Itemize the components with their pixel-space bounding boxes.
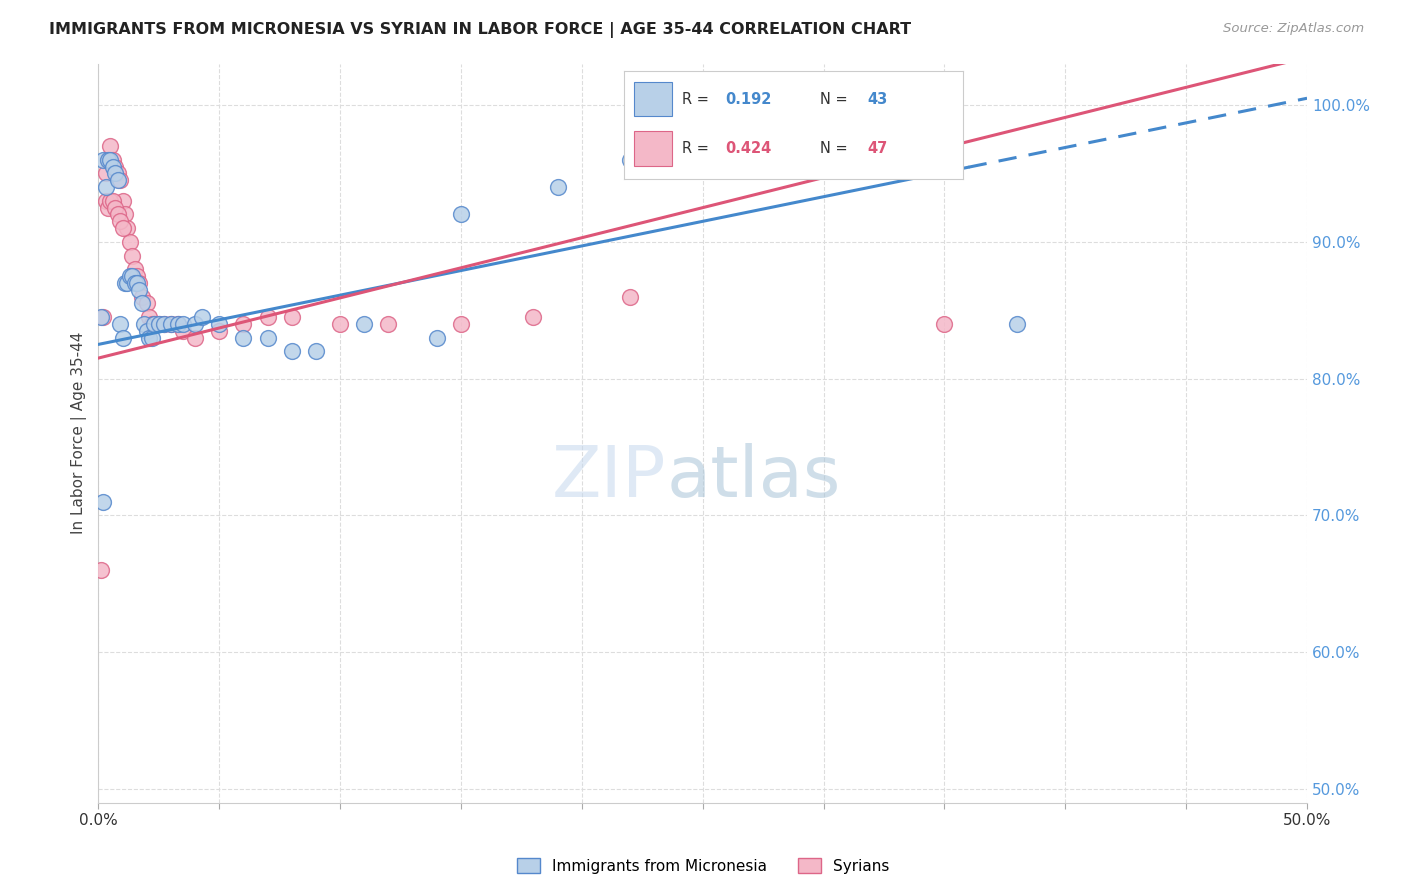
- Point: [117, 221, 139, 235]
- Point: [107, 166, 129, 180]
- Point: [232, 330, 254, 344]
- Point: [280, 310, 302, 324]
- Point: [377, 317, 399, 331]
- Point: [167, 317, 190, 331]
- Y-axis label: In Labor Force | Age 35-44: In Labor Force | Age 35-44: [72, 332, 87, 534]
- Point: [142, 317, 165, 331]
- Point: [121, 248, 143, 262]
- Point: [94, 180, 117, 194]
- Point: [141, 330, 163, 344]
- Point: [135, 296, 157, 310]
- Point: [934, 98, 956, 112]
- Point: [142, 317, 165, 331]
- Point: [305, 344, 328, 359]
- Point: [121, 268, 143, 283]
- Point: [208, 317, 231, 331]
- Point: [108, 214, 131, 228]
- Point: [97, 153, 120, 167]
- Legend: Immigrants from Micronesia, Syrians: Immigrants from Micronesia, Syrians: [510, 852, 896, 880]
- Point: [138, 310, 160, 324]
- Point: [107, 173, 129, 187]
- Point: [148, 317, 170, 331]
- Point: [118, 235, 141, 249]
- Point: [353, 317, 375, 331]
- Point: [117, 276, 139, 290]
- Point: [619, 153, 641, 167]
- Point: [128, 283, 150, 297]
- Point: [100, 139, 122, 153]
- Point: [141, 317, 163, 331]
- Point: [97, 201, 120, 215]
- Point: [114, 276, 136, 290]
- Point: [934, 317, 956, 331]
- Text: IMMIGRANTS FROM MICRONESIA VS SYRIAN IN LABOR FORCE | AGE 35-44 CORRELATION CHAR: IMMIGRANTS FROM MICRONESIA VS SYRIAN IN …: [49, 22, 911, 38]
- Point: [97, 153, 120, 167]
- Point: [111, 221, 134, 235]
- Point: [111, 194, 134, 208]
- Point: [135, 324, 157, 338]
- Point: [138, 330, 160, 344]
- Point: [160, 317, 183, 331]
- Point: [167, 317, 190, 331]
- Point: [111, 330, 134, 344]
- Text: Source: ZipAtlas.com: Source: ZipAtlas.com: [1223, 22, 1364, 36]
- Point: [131, 289, 153, 303]
- Point: [547, 180, 569, 194]
- Point: [160, 317, 183, 331]
- Point: [152, 317, 174, 331]
- Point: [101, 194, 124, 208]
- Point: [101, 153, 124, 167]
- Point: [152, 317, 174, 331]
- Point: [172, 324, 194, 338]
- Point: [184, 317, 207, 331]
- Point: [104, 160, 127, 174]
- Point: [108, 173, 131, 187]
- Point: [256, 310, 278, 324]
- Point: [90, 310, 112, 324]
- Point: [208, 324, 231, 338]
- Point: [91, 310, 114, 324]
- Point: [131, 296, 153, 310]
- Point: [94, 194, 117, 208]
- Point: [148, 317, 170, 331]
- Point: [125, 268, 148, 283]
- Point: [108, 317, 131, 331]
- Point: [172, 317, 194, 331]
- Point: [114, 207, 136, 221]
- Point: [94, 166, 117, 180]
- Point: [124, 262, 146, 277]
- Point: [232, 317, 254, 331]
- Point: [104, 201, 127, 215]
- Point: [104, 166, 127, 180]
- Point: [1005, 317, 1028, 331]
- Point: [128, 276, 150, 290]
- Point: [107, 207, 129, 221]
- Point: [763, 98, 786, 112]
- Point: [100, 153, 122, 167]
- Point: [90, 563, 112, 577]
- Point: [101, 160, 124, 174]
- Point: [191, 310, 214, 324]
- Point: [125, 276, 148, 290]
- Point: [134, 317, 156, 331]
- Point: [256, 330, 278, 344]
- Point: [100, 194, 122, 208]
- Point: [124, 276, 146, 290]
- Point: [426, 330, 449, 344]
- Text: atlas: atlas: [666, 443, 841, 512]
- Point: [450, 207, 472, 221]
- Point: [91, 153, 114, 167]
- Point: [450, 317, 472, 331]
- Point: [619, 289, 641, 303]
- Point: [522, 310, 544, 324]
- Point: [91, 494, 114, 508]
- Point: [118, 268, 141, 283]
- Text: ZIP: ZIP: [553, 443, 666, 512]
- Point: [184, 330, 207, 344]
- Point: [329, 317, 352, 331]
- Point: [280, 344, 302, 359]
